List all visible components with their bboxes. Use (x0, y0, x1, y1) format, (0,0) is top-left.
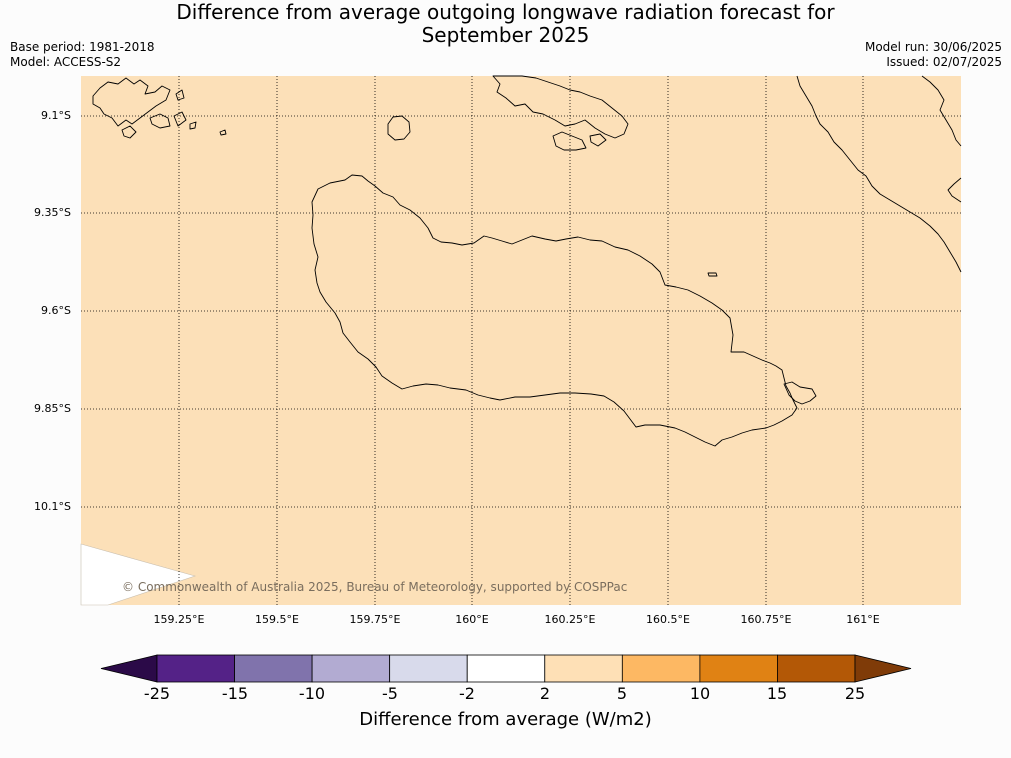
malaita-north-coastline (921, 75, 962, 147)
colorbar-tick: -15 (221, 684, 249, 703)
no-data-region (80, 543, 197, 606)
colorbar-tick: -5 (382, 684, 398, 703)
model-label: Model: ACCESS-S2 (10, 55, 122, 69)
florida-islet-1 (552, 131, 587, 151)
lon-label: 160°E (455, 613, 489, 626)
russell-islet-5 (189, 121, 197, 130)
copyright-notice: © Commonwealth of Australia 2025, Bureau… (122, 580, 628, 594)
malaita-coastline (796, 75, 962, 273)
guadalcanal-coastline (311, 174, 798, 447)
lon-label: 160.5°E (646, 613, 690, 626)
russell-islet-6 (219, 129, 227, 136)
model-run-label: Model run: 30/06/2025 (864, 40, 1002, 54)
colorbar-tick: 25 (844, 684, 866, 703)
florida-islands-coastline (492, 75, 629, 139)
gridlines (81, 76, 961, 605)
islet-small-coastline (707, 272, 718, 277)
russell-islet-1 (121, 125, 137, 139)
colorbar-tick: 10 (689, 684, 711, 703)
russell-islet-4 (175, 89, 185, 101)
lon-label: 160.25°E (544, 613, 596, 626)
lat-label: 9.1°S (41, 109, 71, 122)
lon-label: 159.75°E (349, 613, 401, 626)
colorbar-title: Difference from average (W/m2) (359, 709, 652, 730)
colorbar-tick: 15 (766, 684, 788, 703)
colorbar-tick: 5 (616, 684, 628, 703)
map-area (81, 76, 961, 605)
malaita-east-coastline (947, 177, 962, 203)
florida-islet-2 (589, 133, 607, 147)
russell-islands-coastline (92, 77, 171, 127)
lon-label: 159.5°E (255, 613, 299, 626)
base-period-label: Base period: 1981-2018 (10, 40, 155, 54)
map-title-line2: September 2025 (421, 23, 590, 47)
russell-islet-2 (149, 113, 171, 129)
colorbar-tick: -25 (143, 684, 171, 703)
islet-east-coastline (783, 381, 817, 405)
lat-label: 9.85°S (34, 402, 71, 415)
lon-label: 161°E (846, 613, 880, 626)
lon-label: 160.75°E (740, 613, 792, 626)
russell-islet-3 (173, 111, 187, 127)
colorbar-tick: -10 (298, 684, 326, 703)
colorbar-tick: 2 (539, 684, 551, 703)
lat-label: 9.6°S (41, 304, 71, 317)
issued-label: Issued: 02/07/2025 (886, 55, 1002, 69)
savo-island-coastline (387, 115, 411, 141)
lon-label: 159.25°E (153, 613, 205, 626)
lat-label: 9.35°S (34, 206, 71, 219)
map-title-line1: Difference from average outgoing longwav… (176, 0, 835, 24)
lat-label: 10.1°S (34, 500, 71, 513)
colorbar-tick: -2 (459, 684, 475, 703)
